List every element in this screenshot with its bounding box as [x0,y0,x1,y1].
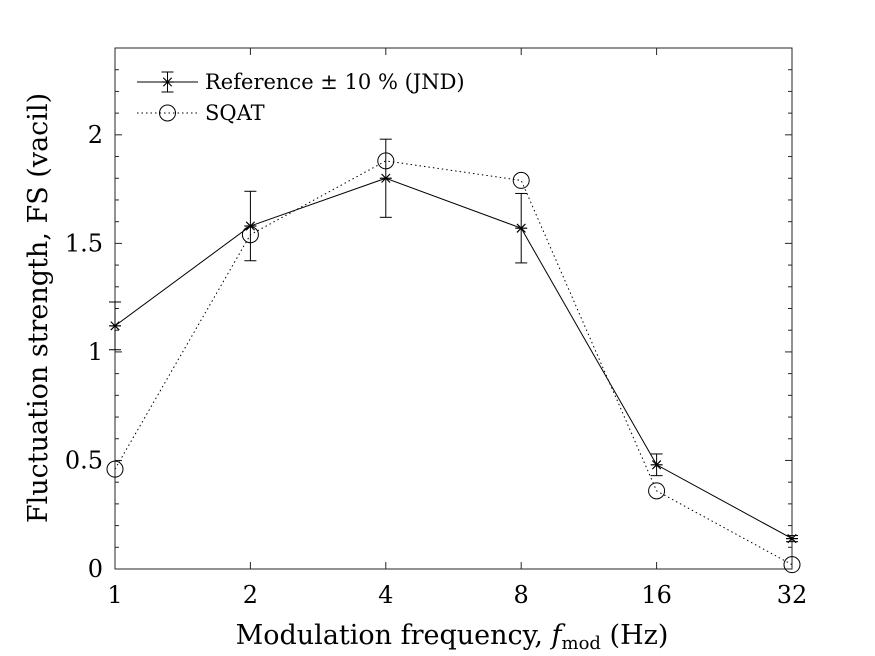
y-axis-title: Fluctuation strength, FS (vacil) [23,93,54,523]
marker-stroke [245,221,256,231]
legend-entry-sqat: SQAT [137,101,265,125]
legend-marker-circle [159,104,176,122]
series-line [114,160,793,566]
marker-stroke [110,321,120,331]
y-tick-label: 0 [88,555,103,583]
legend-label: SQAT [205,101,265,125]
marker-stroke [381,173,391,183]
legend-label: Reference ± 10 % (JND) [205,70,465,94]
marker-stroke [516,223,526,233]
data-point-circle [241,226,259,244]
x-axis-title-prefix: Modulation frequency, [236,620,552,651]
x-axis-title-variable: f [550,620,566,651]
marker-stroke [162,77,173,87]
legend-marker-asterisk [161,77,174,87]
data-point-circle [512,171,530,189]
data-point-asterisk [786,533,798,544]
data-point-circle [377,152,395,170]
marker-stroke [651,460,662,470]
data-point-asterisk [244,221,257,231]
plot-area: 1 2 4 8 16 32 0 0.5 1 1.5 2 [65,47,808,609]
y-tick-label: 1 [88,338,103,366]
series-sqat [106,152,801,574]
y-tick-label: 2 [88,121,103,149]
x-tick-label: 32 [777,581,808,609]
x-tick-label: 16 [641,581,672,609]
data-point-asterisk [515,223,528,233]
x-axis-title-suffix: (Hz) [601,620,668,651]
marker-stroke [787,533,797,544]
y-tick-label: 1.5 [65,229,103,257]
series-line [114,177,793,540]
legend-entry-reference: Reference ± 10 % (JND) [137,70,465,94]
x-tick-label: 8 [514,581,529,609]
legend: Reference ± 10 % (JND) SQAT [137,70,465,125]
data-point-circle [648,482,666,500]
data-point-asterisk [650,460,663,470]
x-axis-title: Modulation frequency, fmod (Hz) [236,620,669,654]
y-tick-label: 0.5 [65,446,103,474]
x-tick-label: 4 [378,581,393,609]
x-axis-title-subscript: mod [562,633,601,654]
series-reference [109,138,798,544]
x-tick-label: 1 [107,581,122,609]
data-point-asterisk [379,173,392,183]
data-point-circle [783,556,801,574]
data-point-asterisk [109,321,121,331]
x-tick-label: 2 [243,581,258,609]
data-point-circle [106,460,124,478]
